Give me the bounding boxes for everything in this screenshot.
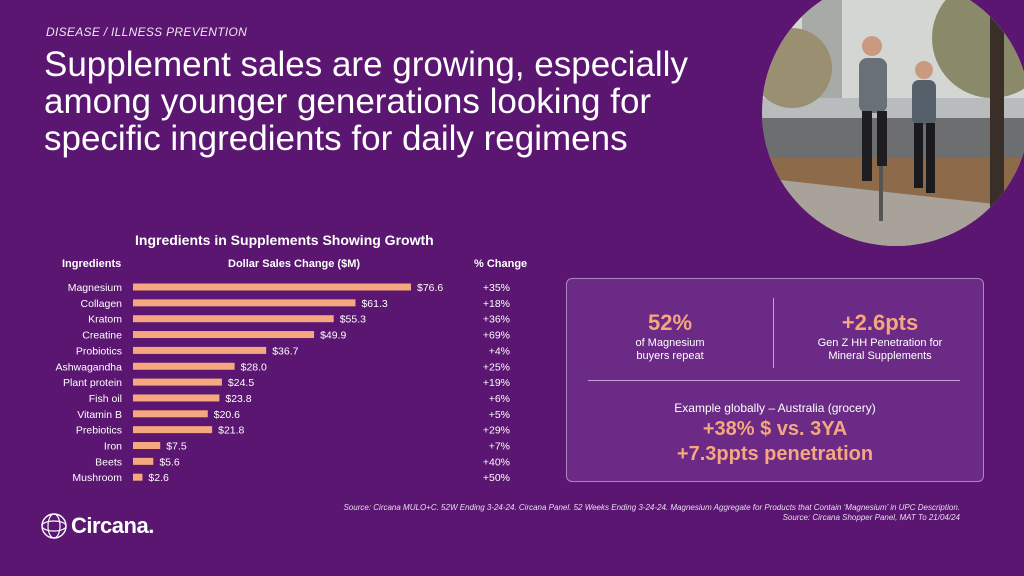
kpi-repeat-value: 52% bbox=[647, 310, 693, 335]
value-label: $5.6 bbox=[159, 456, 180, 468]
pct-change-label: +36% bbox=[483, 314, 510, 326]
value-label: $61.3 bbox=[361, 298, 387, 310]
bar bbox=[133, 331, 315, 339]
category-label: Beets bbox=[95, 456, 122, 468]
eyebrow: DISEASE / ILLNESS PREVENTION bbox=[46, 25, 248, 39]
source-notes: Source: Circana MULO+C. 52W Ending 3-24-… bbox=[343, 503, 960, 523]
pct-change-label: +4% bbox=[489, 345, 510, 357]
kpi-genz-line1: Gen Z HH Penetration for bbox=[817, 337, 943, 349]
value-label: $21.8 bbox=[218, 425, 244, 437]
kpi-repeat-line2: buyers repeat bbox=[636, 350, 704, 362]
panel-horizontal-divider bbox=[588, 380, 960, 381]
logo-text: Circana. bbox=[71, 513, 154, 538]
pct-change-label: +35% bbox=[483, 282, 510, 294]
category-label: Ashwagandha bbox=[55, 361, 122, 373]
pct-change-label: +7% bbox=[489, 441, 510, 453]
value-label: $7.5 bbox=[166, 441, 187, 453]
bar bbox=[133, 410, 208, 418]
pct-change-label: +25% bbox=[483, 361, 510, 373]
bar bbox=[133, 378, 222, 386]
category-label: Collagen bbox=[81, 298, 123, 310]
category-label: Prebiotics bbox=[76, 425, 122, 437]
bar bbox=[133, 394, 220, 402]
panel-vertical-divider bbox=[773, 298, 774, 368]
value-label: $36.7 bbox=[272, 345, 298, 357]
value-label: $20.6 bbox=[214, 409, 240, 421]
value-label: $28.0 bbox=[241, 361, 267, 373]
dollar-sales-header: Dollar Sales Change ($M) bbox=[228, 258, 361, 270]
category-label: Plant protein bbox=[63, 377, 122, 389]
circana-logo: Circana. bbox=[40, 512, 154, 540]
chart-title: Ingredients in Supplements Showing Growt… bbox=[135, 232, 434, 248]
category-label: Magnesium bbox=[68, 282, 123, 294]
example-stat-penetration: +7.3ppts penetration bbox=[676, 443, 874, 465]
category-label: Iron bbox=[104, 441, 122, 453]
circana-globe-icon bbox=[41, 513, 67, 539]
kpi-genz-value: +2.6pts bbox=[841, 310, 919, 335]
category-label: Vitamin B bbox=[77, 409, 122, 421]
category-label: Creatine bbox=[82, 330, 122, 342]
category-label: Probiotics bbox=[76, 345, 122, 357]
kpi-repeat-line1: of Magnesium bbox=[635, 337, 705, 349]
bar bbox=[133, 473, 143, 481]
bar bbox=[133, 346, 267, 354]
pct-change-label: +6% bbox=[489, 393, 510, 405]
page-title: Supplement sales are growing, especially… bbox=[44, 45, 688, 158]
bar bbox=[133, 457, 154, 465]
pct-change-label: +19% bbox=[483, 377, 510, 389]
ingredients-header: Ingredients bbox=[62, 258, 122, 270]
kpi-genz-label: Gen Z HH Penetration for Mineral Supplem… bbox=[790, 337, 970, 363]
example-label: Example globally – Australia (grocery) bbox=[674, 401, 876, 415]
pct-change-label: +18% bbox=[483, 298, 510, 310]
value-label: $24.5 bbox=[228, 377, 254, 389]
source-line-1: Source: Circana MULO+C. 52W Ending 3-24-… bbox=[343, 503, 960, 512]
pct-change-label: +69% bbox=[483, 330, 510, 342]
bar bbox=[133, 426, 213, 434]
pct-change-label: +5% bbox=[489, 409, 510, 421]
category-label: Kratom bbox=[88, 314, 122, 326]
value-label: $23.8 bbox=[225, 393, 251, 405]
bar bbox=[133, 442, 161, 449]
pct-change-label: +29% bbox=[483, 425, 510, 437]
kpi-genz-line2: Mineral Supplements bbox=[828, 350, 932, 362]
kpi-repeat-label: of Magnesium buyers repeat bbox=[600, 337, 740, 363]
pct-change-label: +50% bbox=[483, 472, 510, 484]
example-stat-sales: +38% $ vs. 3YA bbox=[702, 418, 848, 440]
value-label: $76.6 bbox=[417, 282, 443, 294]
pct-change-label: +40% bbox=[483, 456, 510, 468]
bar bbox=[133, 299, 356, 307]
bar bbox=[133, 315, 334, 323]
value-label: $49.9 bbox=[320, 330, 346, 342]
source-line-2: Source: Circana Shopper Panel, MAT To 21… bbox=[782, 513, 960, 522]
category-label: Fish oil bbox=[89, 393, 122, 405]
bar-chart: Magnesium $76.6 +35% Collagen $61.3 +18% Krato… bbox=[55, 282, 510, 484]
category-label: Mushroom bbox=[72, 472, 122, 484]
value-label: $55.3 bbox=[340, 314, 366, 326]
bar bbox=[133, 283, 411, 291]
runners-photo bbox=[762, 0, 1024, 246]
value-label: $2.6 bbox=[148, 472, 169, 484]
bar bbox=[133, 362, 235, 370]
pct-change-header: % Change bbox=[474, 258, 528, 270]
